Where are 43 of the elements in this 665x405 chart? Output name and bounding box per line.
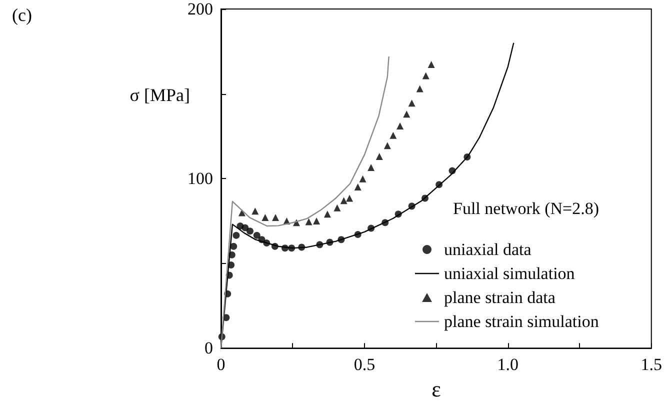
point bbox=[334, 204, 341, 212]
point bbox=[246, 228, 254, 235]
point bbox=[313, 217, 320, 224]
text: (c) bbox=[12, 5, 32, 25]
point bbox=[346, 194, 354, 202]
line-series bbox=[220, 56, 390, 349]
point bbox=[422, 72, 430, 80]
point bbox=[354, 184, 362, 191]
x-tick-label: 0 bbox=[216, 355, 226, 374]
y-tick-label: 0 bbox=[204, 338, 213, 358]
y-tick-label: 100 bbox=[188, 169, 213, 188]
point bbox=[403, 110, 410, 118]
point bbox=[272, 214, 280, 222]
legend-title: Full network (N=2.8) bbox=[453, 199, 600, 218]
point bbox=[384, 142, 391, 150]
point bbox=[232, 232, 240, 239]
legend-label: plane strain data bbox=[444, 288, 556, 307]
x-axis-title: ε bbox=[432, 376, 441, 402]
point bbox=[390, 132, 397, 139]
legend-label: plane strain simulation bbox=[444, 312, 600, 331]
point bbox=[368, 164, 375, 172]
point bbox=[396, 122, 404, 130]
point bbox=[238, 209, 246, 216]
point bbox=[230, 242, 238, 250]
point bbox=[376, 153, 383, 160]
point bbox=[252, 208, 259, 215]
x-tick-label: 1.0 bbox=[497, 355, 519, 374]
y-tick-label: 200 bbox=[188, 0, 213, 18]
point bbox=[340, 197, 348, 204]
legend-label: uniaxial data bbox=[444, 240, 532, 259]
point bbox=[253, 232, 260, 239]
point bbox=[242, 224, 249, 232]
legend-label: uniaxial simulation bbox=[444, 264, 576, 283]
point bbox=[324, 210, 331, 218]
point bbox=[262, 214, 269, 222]
point bbox=[428, 60, 435, 68]
x-tick-label: 0.5 bbox=[354, 355, 376, 374]
point bbox=[408, 100, 416, 107]
point bbox=[359, 175, 366, 182]
x-tick-label: 1.5 bbox=[640, 355, 662, 374]
point bbox=[305, 218, 312, 226]
y-axis-title: σ [MPa] bbox=[130, 85, 190, 105]
point bbox=[416, 85, 424, 92]
